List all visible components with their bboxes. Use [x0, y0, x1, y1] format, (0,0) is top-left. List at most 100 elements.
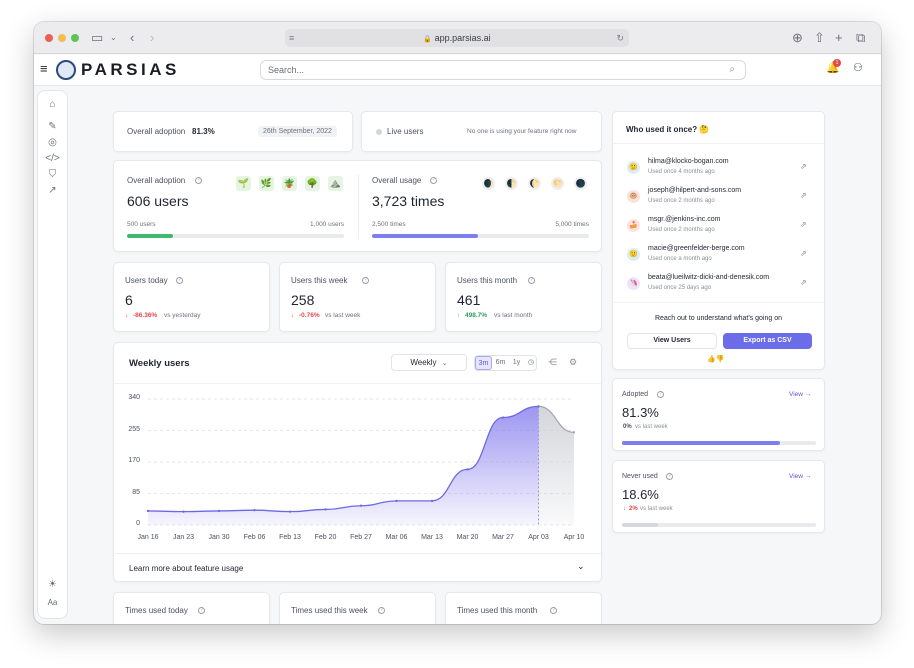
chevron-down-icon[interactable]: ⌄	[110, 33, 117, 42]
sidebar-toggle-icon[interactable]: ▭	[91, 30, 104, 45]
info-icon[interactable]: ?	[176, 277, 183, 284]
adopted-value: 81.3%	[622, 405, 659, 420]
user-usage-time: Used once 25 days ago	[648, 285, 712, 291]
adopted-view-link[interactable]: View →	[789, 391, 812, 398]
x-tick-label: Jan 30	[208, 534, 230, 541]
menu-icon[interactable]: ≡	[40, 61, 48, 76]
reload-icon[interactable]: ↻	[616, 33, 624, 43]
footer-divider	[114, 553, 601, 554]
usage-value: 3,723 times	[372, 193, 445, 209]
info-icon[interactable]: ?	[198, 607, 205, 614]
never-used-view-link[interactable]: View →	[789, 473, 812, 480]
interval-select[interactable]: Weekly ⌄	[391, 354, 467, 371]
data-point[interactable]	[324, 508, 327, 511]
info-icon[interactable]: ?	[195, 177, 202, 184]
expand-chevron-icon[interactable]: ⌄	[577, 561, 585, 571]
data-point[interactable]	[146, 509, 150, 513]
list-item[interactable]: 🙂 hilma@klocko-bogan.com Used once 4 mon…	[627, 158, 811, 178]
info-icon[interactable]: ?	[362, 277, 369, 284]
trend-down-icon: ↓	[623, 506, 626, 512]
reader-icon[interactable]: ≡	[289, 33, 295, 43]
info-icon[interactable]: ?	[430, 177, 437, 184]
target-icon[interactable]: ◎	[48, 137, 57, 148]
usage-title: Overall usage	[372, 176, 422, 185]
list-item[interactable]: 🙂 macie@greenfelder-berge.com Used once …	[627, 245, 811, 265]
export-csv-button[interactable]: Export as CSV	[723, 333, 812, 349]
address-bar[interactable]: ≡ 🔒 app.parsias.ai ↻	[285, 29, 629, 47]
external-link-icon[interactable]: ⇗	[800, 249, 807, 258]
view-users-button[interactable]: View Users	[627, 333, 717, 349]
x-tick-label: Apr 03	[528, 534, 549, 541]
y-tick-label: 170	[128, 457, 140, 464]
projected-line	[538, 405, 575, 433]
data-point[interactable]	[182, 510, 185, 513]
close-window-button[interactable]	[45, 34, 53, 42]
user-icon[interactable]: ⚇	[853, 62, 863, 74]
info-icon[interactable]: ?	[657, 391, 664, 398]
download-icon[interactable]: ⊕	[792, 30, 803, 45]
avatar: 🙂	[627, 248, 640, 261]
data-point[interactable]	[572, 431, 576, 434]
data-point[interactable]	[359, 504, 363, 507]
data-point[interactable]	[253, 508, 256, 512]
feedback-buttons[interactable]: 👍👎	[707, 356, 725, 363]
zoom-window-button[interactable]	[71, 34, 79, 42]
data-point[interactable]	[466, 468, 469, 471]
shield-icon[interactable]: ⛉	[48, 169, 57, 180]
stat-compare: vs last week	[325, 312, 361, 319]
home-icon[interactable]: ⌂	[49, 99, 56, 110]
external-link-icon[interactable]: ⇗	[800, 191, 807, 200]
app-logo[interactable]: PARSIAS	[81, 60, 180, 79]
forward-icon[interactable]: ›	[150, 30, 155, 45]
trend-icon[interactable]: ↗	[48, 185, 57, 196]
y-tick-label: 85	[132, 488, 140, 496]
external-link-icon[interactable]: ⇗	[800, 162, 807, 171]
range-option-6m[interactable]: 6m	[495, 359, 506, 366]
stat-compare: vs yesterday	[164, 312, 201, 319]
new-tab-icon[interactable]: +	[835, 30, 843, 45]
x-tick-label: Mar 20	[456, 534, 479, 541]
list-item[interactable]: 🍰 msgr.@jenkins-inc.com Used once 2 mont…	[627, 216, 811, 236]
search-icon[interactable]: ⌕	[729, 64, 735, 75]
info-icon[interactable]: ?	[550, 607, 557, 614]
stat-delta: 498.7%	[465, 312, 488, 319]
stat-card-users-week: Users this week ? 258 ↓ -0.76% vs last w…	[279, 262, 436, 332]
herb-badge-icon: 🌿	[259, 176, 274, 191]
range-option-1y[interactable]: 1y	[512, 359, 521, 366]
external-link-icon[interactable]: ⇗	[800, 220, 807, 229]
info-icon[interactable]: ?	[528, 277, 535, 284]
data-point[interactable]	[217, 509, 221, 513]
info-icon[interactable]: ?	[378, 607, 385, 614]
data-point[interactable]	[501, 416, 505, 419]
external-link-icon[interactable]: ⇗	[800, 278, 807, 287]
data-point[interactable]	[395, 499, 398, 503]
code-icon[interactable]: </>	[45, 153, 60, 164]
search-input[interactable]: Search... ⌕	[260, 60, 746, 80]
new-moon-icon: 🌑	[574, 177, 587, 190]
data-point[interactable]	[537, 405, 540, 408]
back-icon[interactable]: ‹	[130, 30, 135, 45]
user-email: joseph@hilpert-and-sons.com	[648, 187, 742, 194]
settings-icon[interactable]: ⚙	[569, 357, 578, 367]
info-icon[interactable]: ?	[666, 473, 673, 480]
list-item[interactable]: 🦄 beata@lueilwitz-dicki-and-denesik.com …	[627, 274, 811, 294]
share-icon[interactable]: ⇧	[814, 30, 825, 45]
range-option-3m[interactable]: 3m	[475, 356, 492, 370]
stat-card-users-today: Users today ? 6 ↓ -86.36% vs yesterday	[113, 262, 270, 332]
font-size-icon[interactable]: Aa	[47, 598, 58, 607]
list-item[interactable]: 🐵 joseph@hilpert-and-sons.com Used once …	[627, 187, 811, 207]
user-usage-time: Used once 2 months ago	[648, 198, 715, 204]
sun-icon[interactable]: ☀	[48, 579, 57, 590]
data-point[interactable]	[288, 510, 292, 513]
minimize-window-button[interactable]	[58, 34, 66, 42]
learn-more-link[interactable]: Learn more about feature usage	[129, 564, 244, 573]
share-icon[interactable]: ⋲	[548, 357, 557, 367]
x-tick-label: Jan 16	[137, 534, 159, 541]
wrench-icon[interactable]: ✎	[48, 121, 57, 132]
trend-down-icon: ↓	[291, 312, 295, 319]
data-point[interactable]	[430, 499, 434, 503]
stat-delta: -0.76%	[299, 312, 320, 319]
notification-badge: 1	[833, 59, 841, 67]
custom-range-icon[interactable]: ◷	[527, 359, 535, 366]
tabs-overview-icon[interactable]: ⧉	[856, 30, 866, 45]
